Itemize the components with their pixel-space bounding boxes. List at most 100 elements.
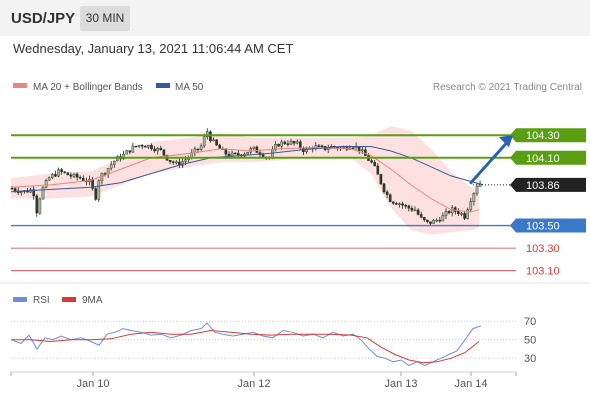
candle-body <box>134 145 138 148</box>
candle-body <box>66 172 70 176</box>
candle-body <box>156 147 160 152</box>
candle-body <box>51 174 54 178</box>
ma20-legend-label: MA 20 + Bollinger Bands <box>33 82 143 93</box>
candle-body <box>419 214 423 218</box>
rsi-ma-legend-swatch <box>62 297 76 302</box>
candle-body <box>63 171 66 173</box>
candle-body <box>292 141 296 144</box>
candle-body <box>382 183 386 193</box>
candle-body <box>385 191 389 195</box>
rsi-ma-legend-label: 9MA <box>82 295 103 306</box>
x-axis: Jan 10 Jan 12 Jan 13 Jan 14 <box>10 372 517 390</box>
candle-body <box>255 146 259 153</box>
candle-body <box>466 209 470 219</box>
candle-body <box>78 177 82 179</box>
x-tick-label: Jan 12 <box>237 378 270 390</box>
candle-body <box>171 161 175 163</box>
ma50-line <box>10 146 484 193</box>
candle-body <box>20 191 23 193</box>
candle-body <box>426 219 429 222</box>
candle-body <box>38 198 42 214</box>
credit-label: Research © 2021 Trading Central <box>433 82 582 93</box>
candle-body <box>404 205 408 207</box>
symbol-label: USD/JPY <box>11 10 76 27</box>
rsi-plot-area: 70 50 30 <box>10 316 536 367</box>
candle-body <box>122 153 125 160</box>
rsi-legend-swatch <box>13 297 27 302</box>
candle-body <box>174 161 178 164</box>
candle-body <box>162 149 166 156</box>
candle-body <box>475 186 479 194</box>
candle-body <box>401 203 404 206</box>
candle-body <box>261 154 265 158</box>
candle-body <box>32 189 35 197</box>
candle-body <box>230 152 234 157</box>
level-label-103-30: 103.30 <box>526 243 560 255</box>
candle-body <box>441 215 445 222</box>
candle-body <box>209 131 212 142</box>
candle-body <box>60 169 63 172</box>
candle-body <box>137 144 141 147</box>
price-levels: 104.30 104.10 103.86 103.50 103.30 103.10 <box>11 128 586 278</box>
x-tick-label: Jan 14 <box>454 378 487 390</box>
ma50-legend-swatch <box>156 83 170 88</box>
level-label-104-30: 104.30 <box>526 130 560 142</box>
rsi-series-rsi <box>10 322 482 367</box>
timeframe-button[interactable]: 30 MIN <box>80 6 130 31</box>
level-tag-103-86 <box>510 177 586 192</box>
candle-body <box>41 187 45 200</box>
candle-body <box>147 145 150 148</box>
candle-body <box>388 194 392 203</box>
price-plot-area <box>10 126 484 235</box>
candle-body <box>47 177 51 181</box>
ma50-legend-label: MA 50 <box>175 82 204 93</box>
candle-body <box>295 141 299 144</box>
candle-body <box>277 144 280 147</box>
candle-body <box>202 136 206 147</box>
candle-body <box>274 144 277 151</box>
candle-body <box>215 139 218 146</box>
level-label-104-10: 104.10 <box>526 153 560 165</box>
projection-arrow-head <box>499 135 513 148</box>
level-label-103-10: 103.10 <box>526 266 560 278</box>
candle-body <box>444 211 448 216</box>
chart-datetime: Wednesday, January 13, 2021 11:06:44 AM … <box>13 41 294 56</box>
candle-body <box>112 160 116 165</box>
level-tag-104-10 <box>510 150 586 165</box>
candle-body <box>305 148 308 153</box>
rsi-series-9ma <box>11 329 480 364</box>
candle-body <box>236 152 240 156</box>
candle-body <box>457 211 460 214</box>
candle-body <box>181 161 184 166</box>
candle-body <box>395 203 398 205</box>
candle-body <box>460 213 463 215</box>
candle-body <box>199 145 203 150</box>
candle-body <box>317 145 321 147</box>
candle-body <box>472 193 476 202</box>
ma20-line <box>10 147 480 213</box>
x-tick-label: Jan 10 <box>76 378 109 390</box>
candle-body <box>97 180 101 200</box>
candle-body <box>379 174 383 185</box>
level-tag-103-50 <box>510 218 586 233</box>
candle-body <box>469 201 473 210</box>
candle-body <box>218 144 222 149</box>
candle-body <box>376 165 380 175</box>
candle-body <box>398 203 401 205</box>
candle-body <box>125 150 128 155</box>
candle-body <box>81 178 85 181</box>
ma20-legend-swatch <box>13 83 27 88</box>
candle-body <box>128 150 132 153</box>
candle-body <box>249 148 253 153</box>
candle-body <box>57 169 60 177</box>
rsi-tick-30: 30 <box>524 353 536 365</box>
candle-body <box>227 153 231 157</box>
candle-body <box>75 173 79 178</box>
candle-body <box>54 174 57 177</box>
candle-body <box>423 217 426 221</box>
candle-body <box>153 148 156 152</box>
candle-body <box>373 162 377 167</box>
candle-body <box>435 219 439 222</box>
candle-body <box>326 148 330 150</box>
candle-body <box>150 145 153 150</box>
